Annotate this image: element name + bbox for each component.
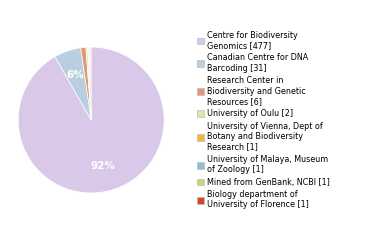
Wedge shape: [18, 47, 164, 193]
Wedge shape: [90, 47, 91, 120]
Legend: Centre for Biodiversity
Genomics [477], Canadian Centre for DNA
Barcoding [31], : Centre for Biodiversity Genomics [477], …: [197, 30, 330, 210]
Wedge shape: [89, 47, 91, 120]
Wedge shape: [89, 47, 91, 120]
Wedge shape: [88, 47, 91, 120]
Wedge shape: [55, 48, 91, 120]
Wedge shape: [86, 47, 91, 120]
Wedge shape: [81, 47, 91, 120]
Text: 92%: 92%: [91, 161, 116, 171]
Text: 6%: 6%: [67, 70, 85, 80]
